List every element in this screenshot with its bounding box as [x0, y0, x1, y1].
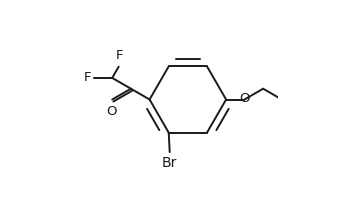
Text: O: O: [239, 92, 250, 105]
Text: O: O: [106, 105, 117, 118]
Text: Br: Br: [162, 156, 177, 170]
Text: F: F: [116, 49, 123, 62]
Text: F: F: [84, 71, 91, 84]
